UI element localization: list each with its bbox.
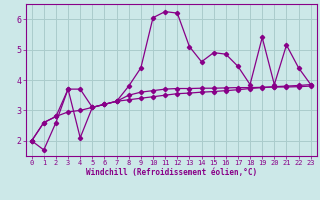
X-axis label: Windchill (Refroidissement éolien,°C): Windchill (Refroidissement éolien,°C) [86, 168, 257, 177]
